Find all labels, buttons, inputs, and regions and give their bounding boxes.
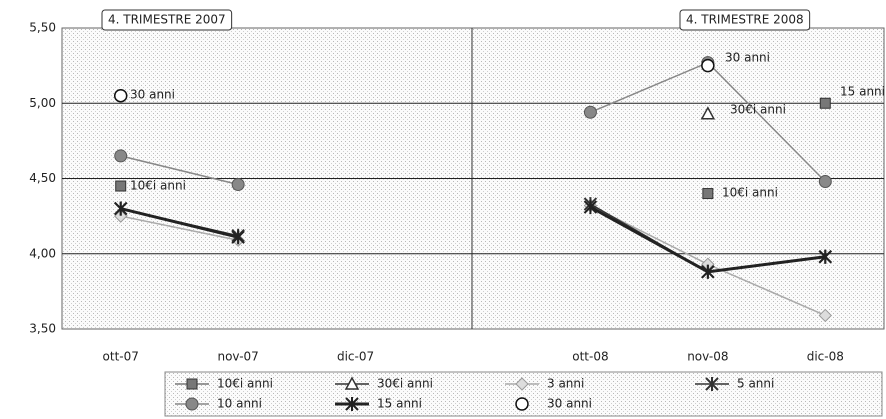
- data-point: [700, 106, 716, 120]
- data-point: [701, 58, 715, 73]
- legend-label: 10 anni: [217, 397, 262, 411]
- legend-marker: [185, 397, 199, 411]
- data-point: [231, 230, 245, 245]
- data-point: [583, 200, 598, 215]
- legend-marker: [705, 377, 719, 391]
- annotation: 30€i anni: [730, 103, 786, 117]
- legend-marker: [186, 378, 198, 390]
- legend-marker: [345, 397, 359, 411]
- x-tick-label: ott-08: [572, 350, 608, 364]
- x-tick-label: dic-07: [337, 350, 374, 364]
- annotation: 4. TRIMESTRE 2008: [686, 13, 804, 27]
- x-tick-label: ott-07: [103, 350, 139, 364]
- annotation: 30 anni: [725, 51, 770, 65]
- data-point: [818, 175, 832, 189]
- annotation: 4. TRIMESTRE 2007: [108, 13, 226, 27]
- data-point: [818, 249, 832, 264]
- legend-label: 5 anni: [737, 377, 774, 391]
- data-point: [583, 105, 597, 119]
- annotation-box: [679, 9, 811, 31]
- y-tick-label: 4,50: [29, 171, 56, 185]
- data-point: [819, 97, 831, 109]
- legend-marker: [515, 397, 529, 411]
- annotation: 10€i anni: [722, 186, 778, 200]
- y-tick-label: 5,00: [29, 96, 56, 110]
- annotation: 30 anni: [130, 88, 175, 102]
- data-point: [114, 209, 128, 223]
- annotation: 10€i anni: [130, 179, 186, 193]
- annotation: 15 anni: [840, 85, 885, 99]
- legend-label: 10€i anni: [217, 377, 273, 391]
- legend-marker: [515, 377, 529, 391]
- legend-label: 30 anni: [547, 397, 592, 411]
- legend-label: 3 anni: [547, 377, 584, 391]
- data-point: [701, 264, 715, 279]
- y-tick-label: 3,50: [29, 322, 56, 336]
- legend-marker: [344, 376, 360, 390]
- data-point: [114, 149, 128, 163]
- data-point: [115, 180, 127, 192]
- y-tick-label: 5,50: [29, 21, 56, 35]
- data-point: [231, 178, 245, 192]
- annotation-box: [101, 9, 233, 31]
- legend-label: 15 anni: [377, 397, 422, 411]
- data-point: [818, 308, 832, 323]
- legend-label: 30€i anni: [377, 377, 433, 391]
- y-tick-label: 4,00: [29, 246, 56, 260]
- x-tick-label: nov-08: [687, 350, 728, 364]
- x-tick-label: dic-08: [807, 350, 844, 364]
- data-point: [702, 188, 714, 200]
- x-tick-label: nov-07: [217, 350, 258, 364]
- data-point: [114, 201, 128, 216]
- data-point: [113, 88, 128, 103]
